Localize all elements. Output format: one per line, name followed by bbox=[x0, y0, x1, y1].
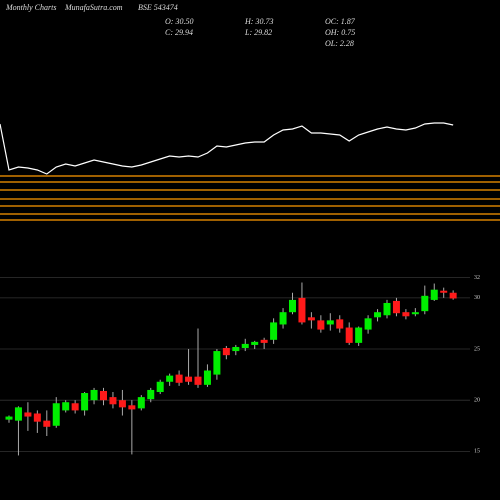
candle-body bbox=[402, 312, 410, 317]
candle-body bbox=[449, 292, 457, 299]
candle-body bbox=[222, 348, 230, 356]
candle-body bbox=[203, 370, 211, 385]
site: MunafaSutra.com bbox=[64, 3, 123, 12]
candle-body bbox=[251, 341, 259, 345]
candle-body bbox=[147, 389, 155, 400]
candle-body bbox=[194, 376, 202, 385]
indicator-line bbox=[0, 122, 454, 175]
candle-body bbox=[71, 403, 79, 411]
candle-body bbox=[260, 339, 268, 343]
candle-body bbox=[241, 343, 249, 348]
candle-body bbox=[33, 413, 41, 422]
candle-body bbox=[128, 405, 136, 410]
candle-body bbox=[279, 312, 287, 325]
candle-body bbox=[317, 320, 325, 330]
candle-body bbox=[14, 407, 22, 421]
candle-body bbox=[137, 397, 145, 409]
candle-body bbox=[307, 317, 315, 321]
candle-body bbox=[213, 351, 221, 375]
candle-body bbox=[355, 327, 363, 343]
candle-body bbox=[156, 381, 164, 392]
candle-body bbox=[289, 299, 296, 313]
y-tick-label: 20 bbox=[474, 398, 480, 404]
candle-body bbox=[24, 412, 32, 417]
stat: OL: 2.28 bbox=[325, 39, 354, 48]
candle-body bbox=[430, 289, 438, 300]
candle-body bbox=[232, 346, 240, 352]
candle-body bbox=[345, 327, 353, 343]
stat: H: 30.73 bbox=[244, 17, 273, 26]
stat: OH: 0.75 bbox=[325, 28, 355, 37]
candle-body bbox=[100, 390, 107, 401]
candle-body bbox=[43, 420, 51, 427]
candle-body bbox=[336, 319, 344, 329]
candle-body bbox=[364, 318, 372, 330]
symbol: BSE 543474 bbox=[138, 3, 178, 12]
chart-type: Monthly Charts bbox=[5, 3, 56, 12]
candle-body bbox=[166, 375, 174, 382]
y-tick-label: 15 bbox=[474, 449, 480, 455]
candle-body bbox=[5, 416, 13, 420]
candle-body bbox=[109, 397, 117, 405]
candle-body bbox=[270, 322, 278, 340]
stat: OC: 1.87 bbox=[325, 17, 356, 26]
candle-body bbox=[392, 300, 400, 314]
candle-body bbox=[326, 320, 334, 325]
stat: O: 30.50 bbox=[165, 17, 193, 26]
y-tick-label: 30 bbox=[474, 295, 480, 301]
candle-body bbox=[374, 312, 382, 318]
candle-body bbox=[298, 297, 306, 323]
y-tick-label: 25 bbox=[474, 346, 480, 352]
candle-body bbox=[118, 400, 126, 408]
candle-body bbox=[421, 295, 429, 312]
stat: L: 29.82 bbox=[244, 28, 272, 37]
y-tick-label: 32 bbox=[474, 275, 480, 281]
candle-body bbox=[52, 403, 60, 426]
stat: C: 29.94 bbox=[165, 28, 193, 37]
candle-body bbox=[440, 290, 448, 293]
candle-body bbox=[90, 389, 98, 401]
candle-body bbox=[81, 393, 89, 411]
candle-body bbox=[175, 374, 183, 383]
candle-body bbox=[411, 312, 419, 315]
candle-body bbox=[383, 302, 391, 316]
candle-body bbox=[62, 402, 70, 411]
candle-body bbox=[185, 376, 193, 382]
